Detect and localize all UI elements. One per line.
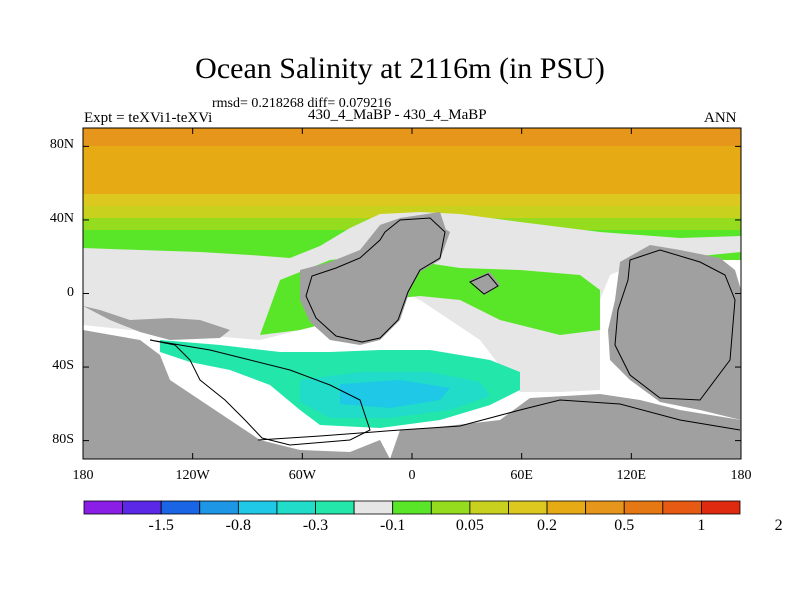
colorbar-label: 1 [697, 517, 706, 534]
x-tick-label: 180 [72, 468, 94, 483]
land-antarctica [390, 394, 741, 459]
y-tick-label: 80S [52, 431, 74, 447]
colorbar-swatch [160, 500, 201, 515]
season-label: ANN [704, 110, 737, 126]
colorbar [83, 500, 741, 515]
colorbar-swatch [662, 500, 702, 515]
map-field [83, 128, 741, 459]
band-north-2 [83, 146, 741, 194]
colorbar-label: -0.1 [380, 517, 406, 534]
colorbar-swatch [83, 500, 123, 515]
y-tick-label: 40S [52, 358, 74, 374]
x-tick-label: 180 [730, 468, 752, 483]
colorbar-swatch [199, 500, 239, 515]
coast-antarctica [257, 399, 741, 441]
colorbar-swatch [585, 500, 625, 515]
teal-core [340, 380, 450, 408]
coastlines [149, 217, 741, 446]
land-north-america [83, 306, 230, 340]
colorbar-swatch [430, 500, 471, 515]
coast-indo [469, 273, 499, 295]
x-tick-label: 60E [510, 468, 533, 483]
colorbar-swatch [508, 500, 548, 515]
chart-subtitle: 430_4_MaBP - 430_4_MaBP [308, 107, 487, 123]
y-tick-label: 80N [49, 137, 74, 153]
band-north-1 [83, 128, 741, 146]
coast-south-america [149, 339, 371, 446]
colorbar-swatch [276, 500, 316, 515]
band-north-3 [83, 194, 741, 206]
colorbar-swatch [392, 500, 432, 515]
x-ticks [82, 128, 742, 459]
near-zero-region [83, 212, 741, 392]
colorbar-swatch [701, 500, 741, 515]
coast-africa [305, 217, 446, 343]
colorbar-label: -0.3 [302, 517, 329, 534]
colorbar-label: 0.05 [455, 517, 484, 534]
colorbar-swatch [546, 500, 587, 515]
chart-title: Ocean Salinity at 2116m (in PSU) [195, 52, 605, 85]
land-asia-pacific [608, 245, 741, 420]
y-tick-label: 40N [49, 210, 74, 226]
y-ticks [83, 145, 741, 442]
stats-text: rmsd= 0.218268 diff= 0.079216 [212, 96, 392, 111]
colorbar-swatch [469, 500, 509, 515]
colorbar-swatch [315, 500, 355, 515]
x-tick-label: 60W [288, 468, 316, 483]
experiment-label: Expt = teXVi1-teXVi [84, 110, 213, 126]
colorbar-swatch [623, 500, 664, 515]
colorbar-swatch [237, 500, 278, 515]
colorbar-label: -0.8 [225, 517, 251, 534]
land-south-america [83, 330, 390, 459]
colorbar-swatch [122, 500, 162, 515]
x-tick-label: 120E [616, 468, 647, 483]
y-tick-label: 0 [67, 284, 74, 300]
x-tick-label: 120W [175, 468, 210, 483]
x-tick-label: 0 [408, 468, 416, 483]
colorbar-label: 0.5 [614, 517, 635, 534]
coast-asia [614, 249, 736, 401]
colorbar-label: 0.2 [537, 517, 558, 534]
land-masses [83, 212, 741, 459]
colorbar-label: -1.5 [148, 517, 174, 534]
colorbar-label: 2 [774, 517, 783, 534]
colorbar-swatch [353, 500, 394, 515]
band-north-4 [83, 206, 741, 218]
